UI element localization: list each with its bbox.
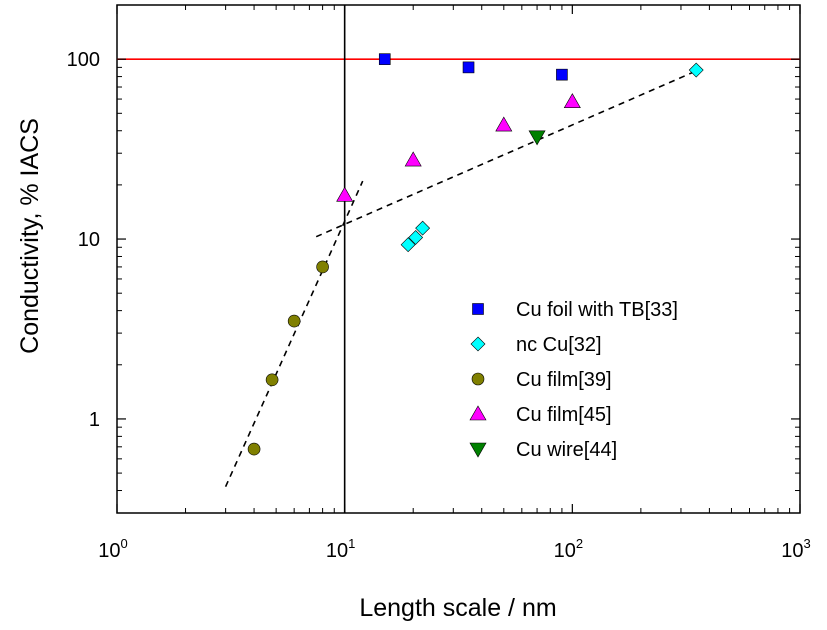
plot-area — [116, 4, 801, 514]
data-point — [415, 220, 431, 236]
x-tick-labels: 100 101 102 103 — [98, 536, 810, 562]
y-axis-title: Conductivity, % IACS — [16, 118, 44, 354]
axis-ticks — [116, 4, 801, 514]
legend-marker — [469, 442, 487, 458]
y-tick-label: 10 — [78, 229, 100, 251]
x-axis-title: Length scale / nm — [359, 594, 556, 622]
x-tick-label: 100 — [98, 536, 127, 562]
data-point — [563, 93, 581, 109]
data-point — [400, 237, 416, 253]
data-point — [404, 151, 422, 167]
data-points — [247, 53, 704, 456]
data-point — [495, 116, 513, 132]
data-point — [408, 230, 424, 245]
legend-marker — [472, 303, 484, 315]
data-point — [287, 314, 301, 328]
x-tick-label: 102 — [554, 536, 583, 562]
data-point — [688, 62, 704, 78]
legend-label: Cu film[45] — [516, 404, 612, 426]
data-point — [316, 260, 329, 274]
legend-label: Cu wire[44] — [516, 439, 617, 461]
legend-marker — [469, 405, 487, 421]
data-point — [247, 442, 261, 456]
data-point — [378, 53, 391, 65]
x-tick-label: 103 — [781, 536, 810, 562]
y-tick-label: 1 — [89, 409, 100, 431]
y-tick-labels: 1 10 100 — [67, 49, 100, 431]
reference-lines — [117, 5, 800, 513]
data-point — [462, 61, 475, 74]
x-tick-label: 101 — [326, 536, 355, 562]
legend-marker — [471, 372, 485, 386]
legend-label: Cu foil with TB[33] — [516, 299, 678, 321]
data-point — [528, 130, 546, 146]
trend-line-1 — [224, 180, 364, 488]
y-tick-label: 100 — [67, 49, 100, 71]
data-point — [336, 186, 354, 202]
trend-lines — [224, 70, 697, 488]
legend-marker — [470, 336, 486, 352]
data-point — [556, 68, 568, 81]
legend: Cu foil with TB[33] nc Cu[32] Cu film[39] C… — [469, 299, 678, 461]
legend-label: nc Cu[32] — [516, 334, 602, 356]
trend-line-2 — [315, 70, 697, 238]
legend-label: Cu film[39] — [516, 369, 612, 391]
data-point — [265, 373, 279, 387]
